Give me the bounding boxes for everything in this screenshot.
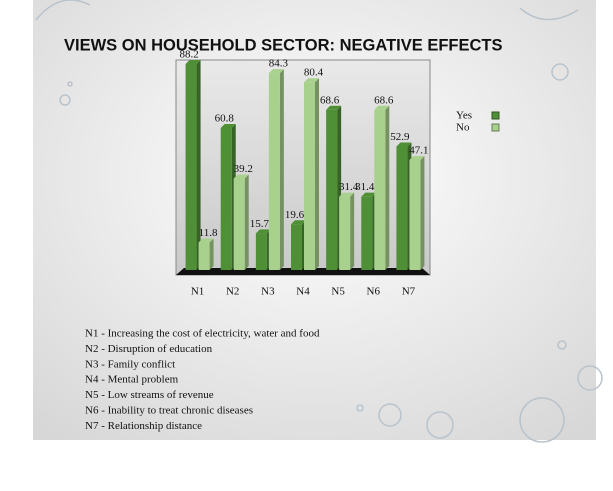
bar-top [326, 105, 342, 110]
bar-top [185, 60, 201, 64]
bar-top [291, 220, 306, 225]
x-tick-label: N2 [226, 286, 239, 298]
bar [361, 196, 373, 270]
bar-top [233, 174, 249, 179]
bar [268, 73, 280, 270]
x-tick-label: N5 [331, 286, 345, 298]
droplet [551, 63, 569, 81]
bar [339, 196, 351, 270]
bar-side [196, 60, 201, 270]
bar [304, 82, 315, 271]
bar [409, 159, 421, 270]
bar-top [268, 69, 284, 74]
droplet [519, 397, 565, 443]
droplet [67, 81, 73, 87]
x-tick-label: N3 [261, 286, 275, 298]
legend-label: No [456, 122, 470, 134]
bar [291, 224, 302, 270]
bar-side [315, 78, 319, 271]
bar-top [255, 229, 271, 234]
droplet [519, 7, 579, 21]
droplet [557, 340, 567, 350]
value-label: 68.6 [320, 94, 340, 106]
value-label: 39.2 [234, 163, 253, 175]
bar-side [209, 238, 214, 270]
bar-top [304, 78, 319, 83]
value-label: 31.4 [355, 181, 375, 193]
bar [255, 233, 267, 270]
annotation: N7 - Relationship distance [85, 420, 202, 432]
value-label: 47.1 [409, 145, 428, 157]
value-label: 80.4 [304, 67, 324, 79]
bar [396, 146, 408, 270]
bar-top [220, 123, 236, 128]
annotation: N6 - Inability to treat chronic diseases [85, 405, 253, 417]
x-tick-label: N7 [402, 286, 416, 298]
chart-title: VIEWS ON HOUSEHOLD SECTOR: NEGATIVE EFFE… [64, 36, 503, 54]
bar-top [409, 155, 425, 160]
value-label: 19.6 [285, 209, 305, 221]
bar-top [339, 192, 355, 197]
value-label: 11.8 [199, 227, 218, 239]
legend-swatch [491, 123, 500, 132]
bar [198, 242, 210, 270]
legend-label: Yes [456, 110, 472, 122]
annotation: N4 - Mental problem [85, 374, 179, 386]
annotation: N3 - Family conflict [85, 358, 175, 370]
droplets [35, 0, 603, 443]
value-label: 15.7 [250, 218, 270, 230]
x-tick-label: N4 [296, 286, 310, 298]
annotation: N5 - Low streams of revenue [85, 389, 214, 401]
value-label: 84.3 [269, 58, 289, 70]
annotation: N1 - Increasing the cost of electricity,… [85, 328, 320, 340]
value-label: 60.8 [215, 113, 235, 125]
value-label: 68.6 [374, 94, 394, 106]
droplet [356, 404, 364, 412]
droplet [35, 0, 91, 21]
bar-side [420, 155, 425, 270]
bar-side [244, 174, 249, 270]
bar-top [198, 238, 214, 243]
bar-top [361, 192, 377, 197]
droplet [426, 411, 454, 439]
bar [220, 127, 232, 270]
bar-side [385, 105, 390, 271]
bar [326, 109, 338, 271]
droplet [59, 94, 71, 106]
legend-swatch [491, 111, 500, 120]
bar-top [374, 105, 390, 110]
value-label: 52.9 [390, 131, 410, 143]
value-label: 31.4 [339, 181, 359, 193]
bar-side [350, 192, 355, 270]
plot-floor [176, 268, 430, 275]
bar-side [279, 69, 284, 270]
droplet [378, 403, 402, 427]
droplet [577, 365, 603, 391]
annotation: N2 - Disruption of education [85, 343, 213, 355]
x-tick-label: N6 [367, 286, 381, 298]
x-tick-label: N1 [191, 286, 204, 298]
bar [374, 109, 386, 271]
bar [185, 64, 197, 270]
bar-top [396, 142, 412, 147]
value-label: 88.2 [179, 49, 198, 61]
bar [233, 178, 245, 270]
